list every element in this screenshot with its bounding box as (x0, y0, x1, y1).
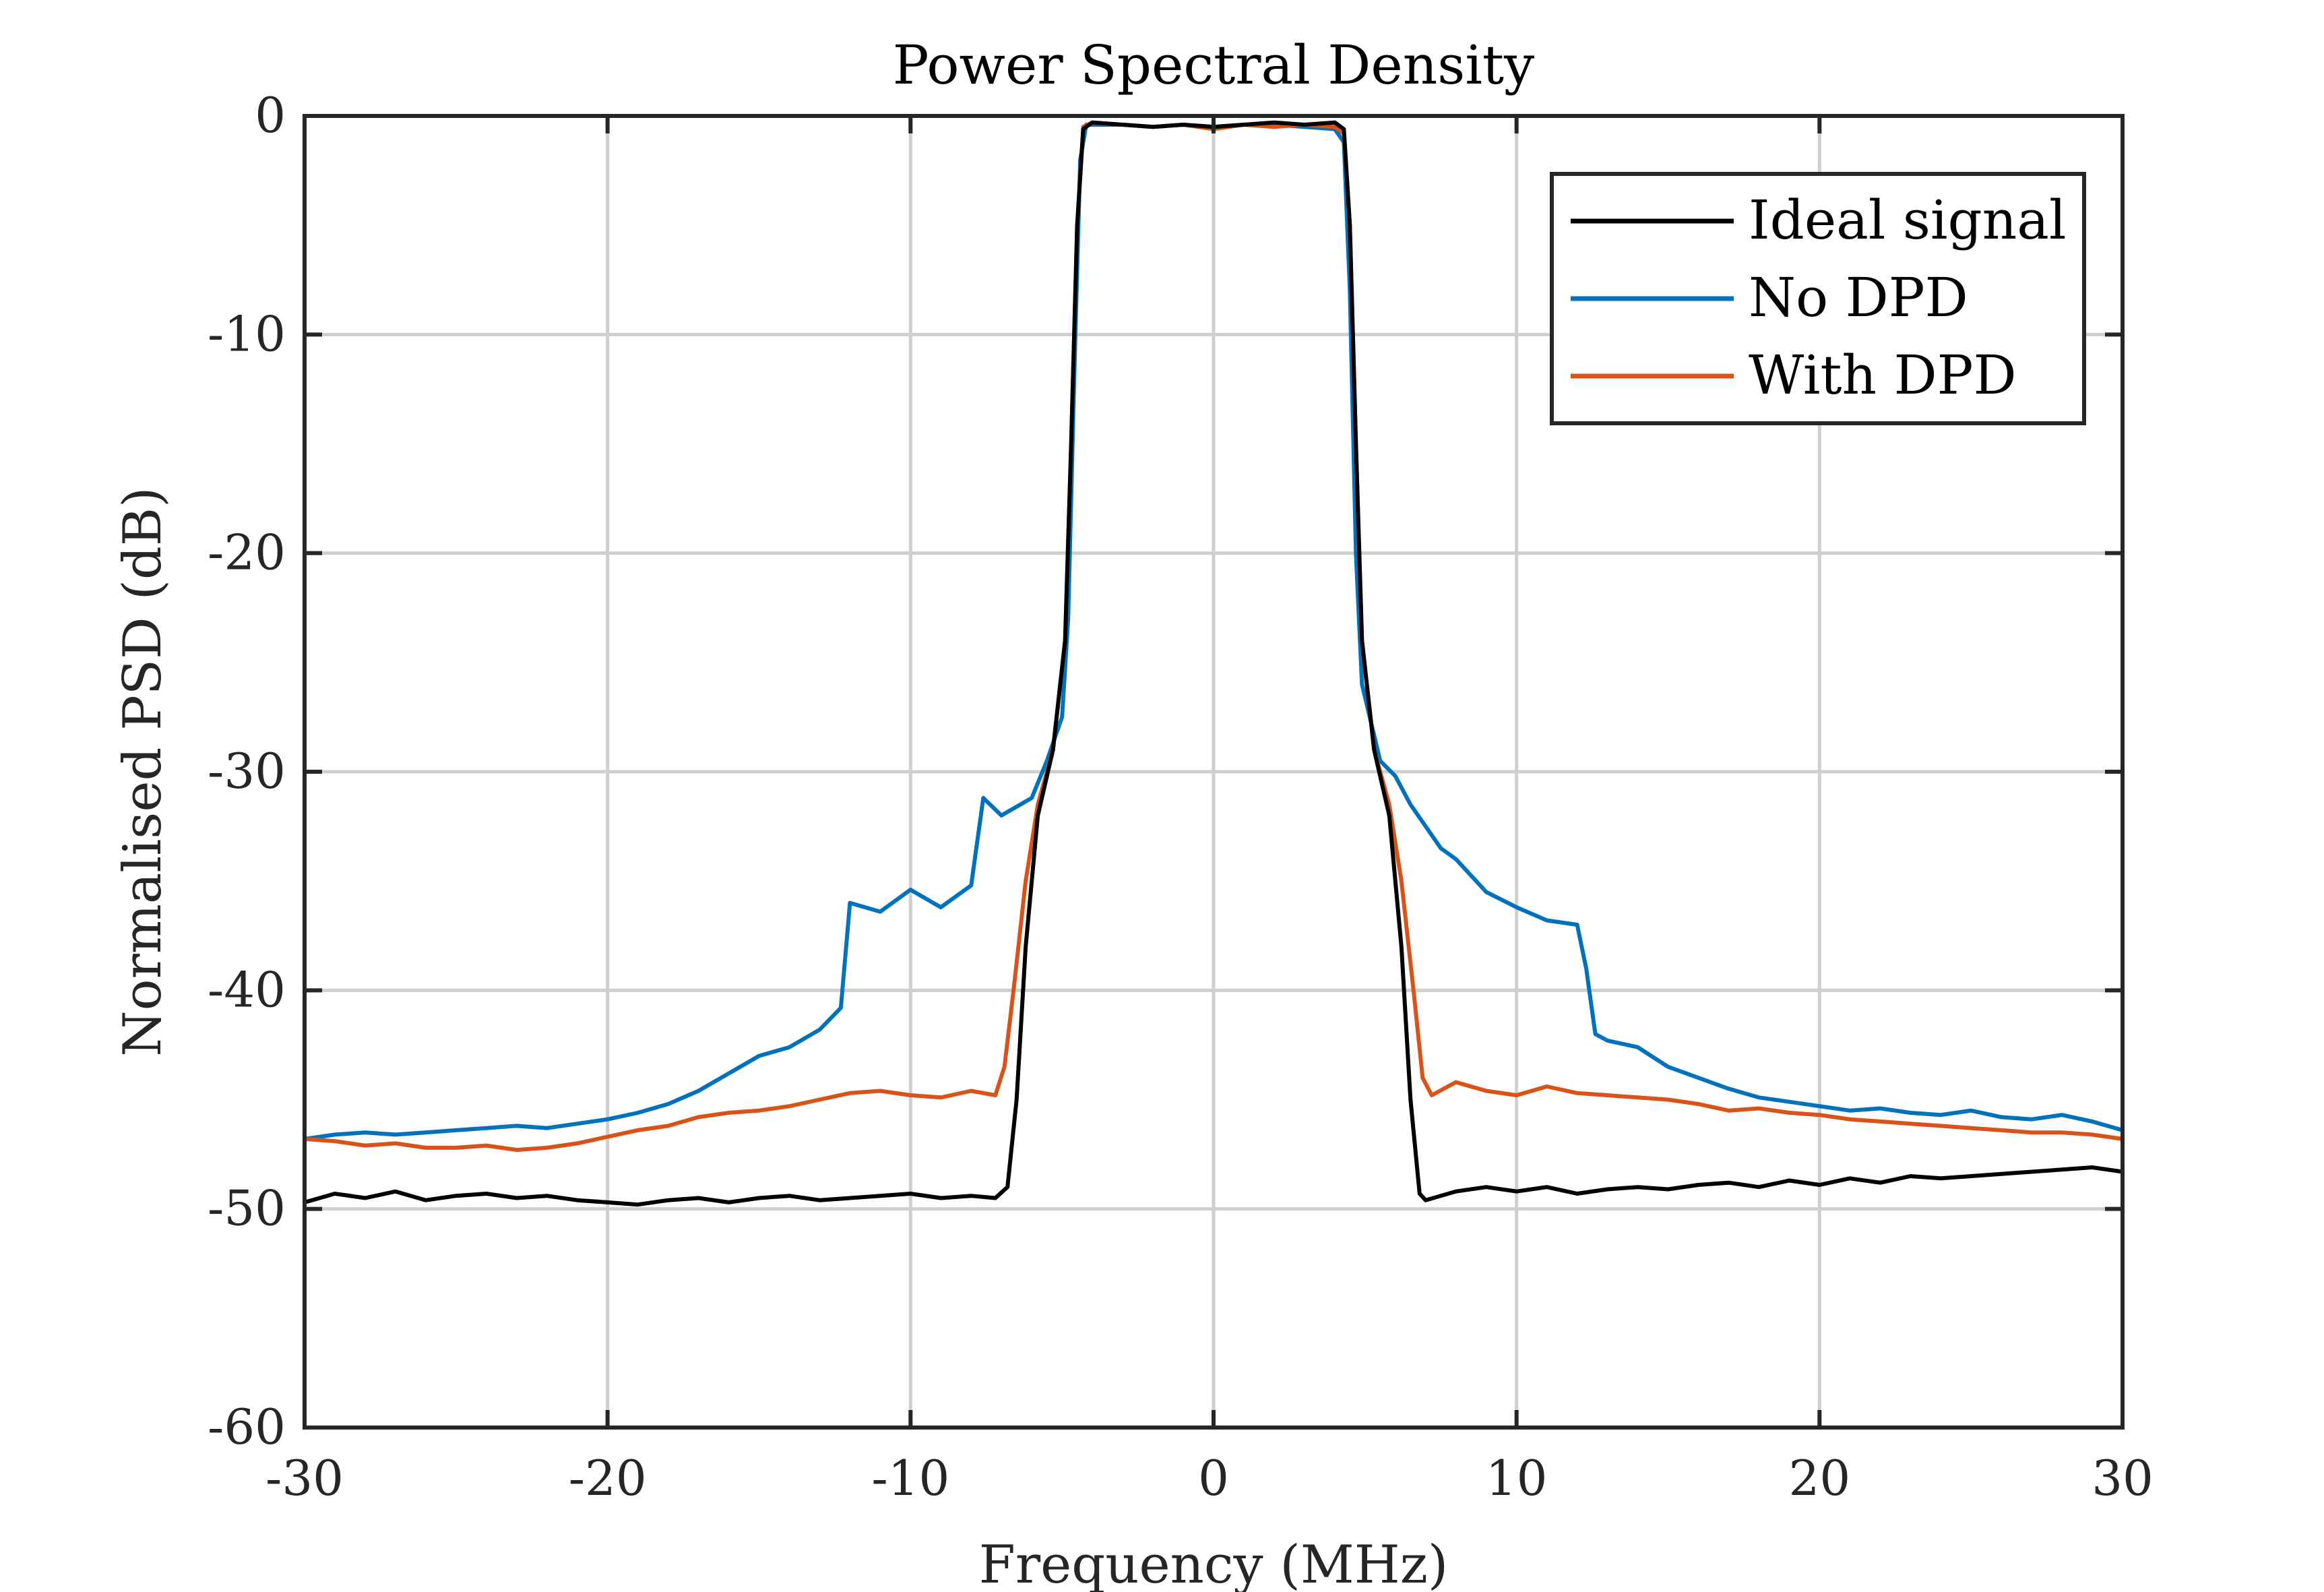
x-tick-label: 20 (1789, 1450, 1851, 1506)
y-tick-label: -50 (208, 1180, 286, 1237)
y-axis-title: Normalised PSD (dB) (113, 487, 173, 1056)
x-tick-label: 0 (1198, 1450, 1229, 1506)
chart-title: Power Spectral Density (893, 34, 1535, 96)
x-tick-label: -10 (871, 1450, 949, 1506)
y-tick-label: -40 (208, 961, 286, 1018)
y-tick-label: -20 (208, 524, 286, 581)
legend-label: Ideal signal (1749, 189, 2067, 251)
legend: Ideal signal No DPD With DPD (1550, 172, 2086, 425)
x-tick-label: -20 (569, 1450, 647, 1506)
legend-label: No DPD (1749, 266, 1968, 329)
axis-ticks: -30 -20 -10 0 10 20 30 0 -10 -20 -30 -40 -50 -60 (208, 87, 2154, 1506)
x-axis-title: Frequency (MHz) (979, 1535, 1449, 1592)
y-tick-label: -30 (208, 743, 286, 799)
legend-label: With DPD (1749, 344, 2017, 406)
x-tick-label: -30 (265, 1450, 344, 1506)
y-tick-label: -10 (208, 305, 286, 362)
y-tick-label: -60 (208, 1399, 286, 1455)
x-tick-label: 10 (1486, 1450, 1548, 1506)
x-tick-label: 30 (2092, 1450, 2154, 1506)
y-tick-label: 0 (255, 87, 286, 144)
